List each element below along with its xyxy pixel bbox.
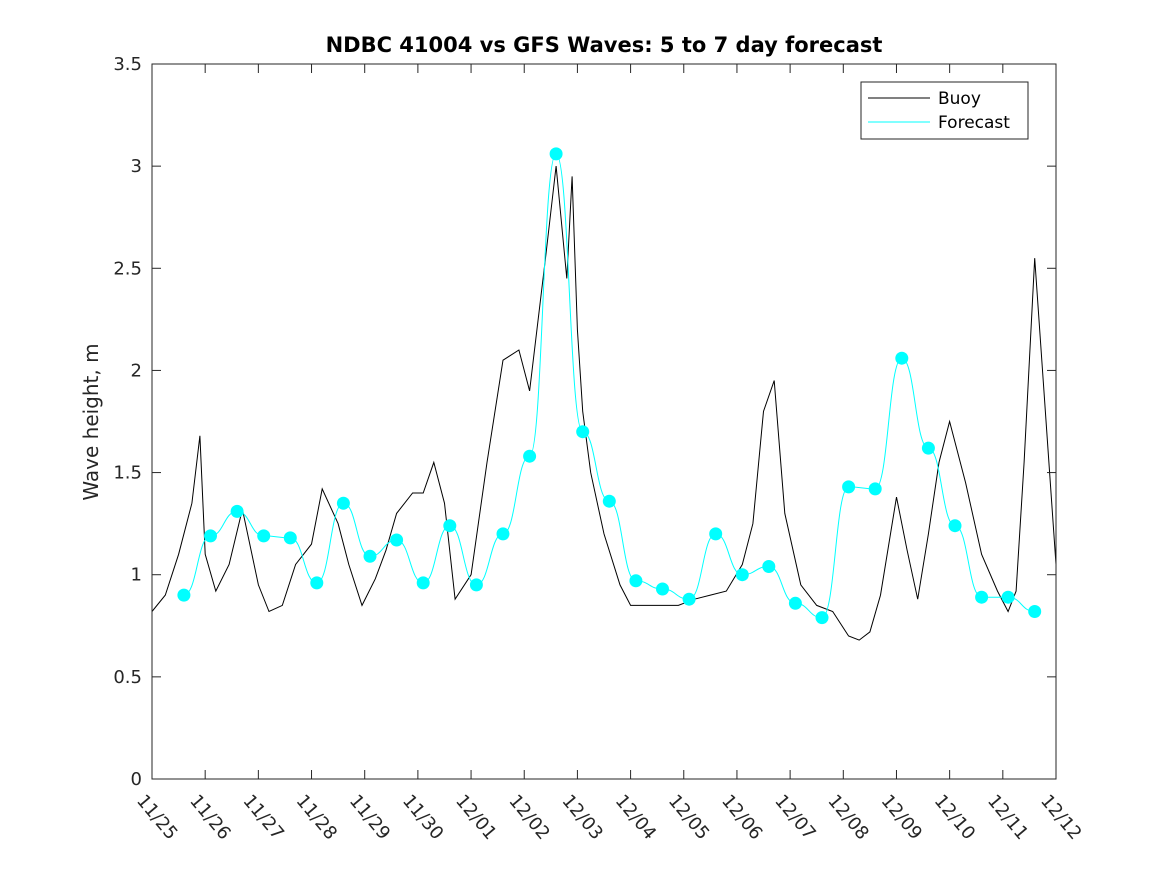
forecast-point [895,351,909,365]
legend-label-forecast: Forecast [938,113,1010,133]
forecast-point [523,449,537,463]
forecast-point [390,533,404,547]
y-tick-label: 3.5 [113,54,142,75]
forecast-point [629,574,643,588]
forecast-point [416,576,430,590]
forecast-point [1028,605,1042,618]
forecast-point [204,529,217,543]
forecast-point [762,560,776,573]
legend-box [860,81,1029,140]
forecast-point [469,578,483,592]
forecast-point [310,576,324,590]
forecast-point [682,592,696,606]
forecast-point [257,529,271,543]
y-tick-label: 2.5 [113,258,142,279]
buoy-series-line [151,166,1057,641]
forecast-point [549,147,563,161]
forecast-point [656,582,669,596]
forecast-point [177,588,191,602]
plot-area [152,64,1056,779]
y-axis-label: Wave height, m [79,343,103,500]
forecast-point [363,549,377,563]
forecast-point [709,527,723,541]
chart-title: NDBC 41004 vs GFS Waves: 5 to 7 day fore… [326,33,883,57]
forecast-point [336,496,350,510]
axes-box [151,63,1057,780]
y-tick-label: 3 [131,156,142,177]
forecast-point [948,519,962,533]
forecast-point [842,480,856,494]
legend: Buoy Forecast [860,81,1029,140]
y-tick-label: 1 [131,565,142,586]
forecast-point [576,425,590,439]
forecast-point [921,441,935,455]
forecast-point [283,531,297,545]
y-tick-label: 0 [131,769,142,790]
forecast-point [443,519,457,533]
y-tick-label: 1.5 [113,463,142,484]
data-marks [151,147,1057,641]
forecast-point [602,494,616,508]
forecast-point [735,568,749,582]
forecast-point [868,482,882,496]
forecast-point [788,596,802,610]
y-tick-label: 2 [131,360,142,381]
forecast-point [496,527,510,541]
forecast-point [975,590,989,604]
forecast-point [230,504,244,518]
y-axis-ticks: 0 0.5 1 1.5 2 2.5 3 3.5 [113,54,1056,790]
forecast-point [815,611,829,625]
forecast-point [1001,590,1015,604]
legend-label-buoy: Buoy [938,89,981,109]
y-tick-label: 0.5 [113,667,142,688]
